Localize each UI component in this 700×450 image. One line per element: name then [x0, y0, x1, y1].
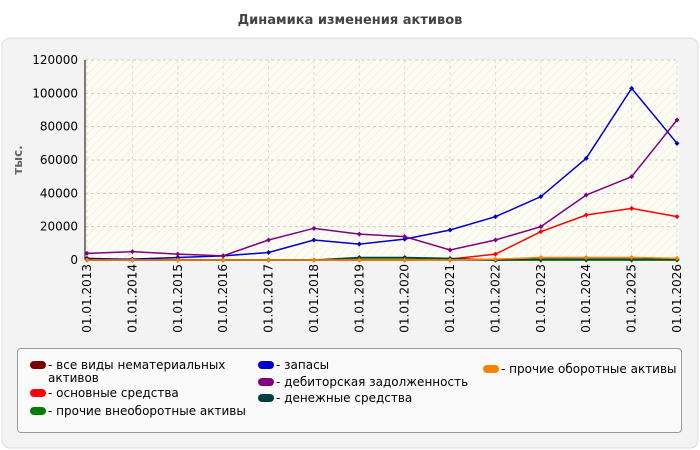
- legend-swatch: [30, 389, 46, 397]
- point-marker: [266, 250, 272, 255]
- y-tick-label: 0: [70, 253, 78, 267]
- y-tick-label: 20000: [40, 220, 78, 234]
- legend-swatch: [258, 378, 274, 386]
- legend-label: - запасы: [276, 358, 330, 372]
- point-marker: [311, 237, 317, 243]
- point-marker: [492, 237, 498, 243]
- legend: - все виды нематериальных активов - основ…: [17, 348, 682, 433]
- point-marker: [402, 234, 408, 240]
- point-marker: [266, 237, 272, 243]
- point-marker: [538, 194, 544, 200]
- series-line: [86, 119, 678, 257]
- legend-item: - запасы: [258, 359, 329, 372]
- point-marker: [356, 241, 362, 247]
- series-line: [87, 256, 678, 261]
- x-tick-label: 01.01.2017: [262, 264, 276, 333]
- x-tick-label: 01.01.2024: [579, 264, 593, 333]
- point-marker: [311, 257, 317, 263]
- point-marker: [629, 174, 635, 180]
- x-tick-label: 01.01.2018: [307, 264, 321, 333]
- point-marker: [538, 229, 544, 235]
- point-marker: [266, 257, 272, 263]
- x-tick-label: 01.01.2014: [125, 264, 139, 333]
- series-line: [87, 87, 678, 260]
- point-marker: [447, 227, 453, 233]
- legend-label: - прочие внеоборотные активы: [48, 404, 246, 418]
- point-marker: [356, 231, 362, 237]
- y-tick-label: 80000: [40, 120, 78, 134]
- legend-item: - дебиторская задолженность: [258, 376, 468, 389]
- legend-swatch: [483, 365, 499, 373]
- legend-label: - основные средства: [48, 386, 179, 400]
- y-axis-label: тыс.: [11, 145, 25, 174]
- point-marker: [492, 214, 498, 220]
- point-marker: [674, 214, 680, 220]
- legend-item: - прочие внеоборотные активы: [30, 405, 246, 418]
- x-tick-label: 01.01.2015: [171, 264, 185, 333]
- x-tick-label: 01.01.2020: [398, 264, 412, 333]
- x-tick-label: 01.01.2013: [80, 264, 94, 333]
- legend-swatch: [30, 361, 46, 369]
- point-marker: [583, 155, 589, 161]
- point-marker: [447, 247, 453, 253]
- point-marker: [583, 212, 589, 218]
- point-marker: [84, 257, 90, 263]
- point-marker: [629, 255, 635, 260]
- point-marker: [583, 255, 589, 260]
- legend-swatch: [258, 394, 274, 402]
- point-marker: [538, 224, 544, 230]
- legend-label: - дебиторская задолженность: [276, 375, 469, 389]
- point-marker: [674, 140, 680, 146]
- point-marker: [311, 225, 317, 231]
- point-marker: [175, 251, 181, 257]
- x-tick-label: 01.01.2016: [216, 264, 230, 333]
- point-marker: [447, 257, 453, 263]
- point-marker: [220, 253, 226, 259]
- legend-item: - основные средства: [30, 387, 179, 400]
- point-marker: [129, 249, 135, 255]
- y-tick-label: 120000: [32, 53, 78, 67]
- y-tick-label: 40000: [40, 186, 78, 200]
- point-marker: [583, 192, 589, 198]
- point-marker: [84, 250, 90, 256]
- y-tick-label: 60000: [40, 153, 78, 167]
- point-marker: [674, 117, 680, 123]
- legend-label: - денежные средства: [276, 391, 413, 405]
- point-marker: [629, 85, 635, 91]
- x-tick-label: 01.01.2021: [443, 264, 457, 333]
- point-marker: [674, 255, 680, 261]
- x-tick-label: 01.01.2023: [534, 264, 548, 333]
- point-marker: [538, 255, 544, 260]
- x-tick-label: 01.01.2022: [488, 264, 502, 333]
- point-marker: [175, 257, 181, 263]
- chart-title: Динамика изменения активов: [238, 13, 463, 28]
- x-tick-label: 01.01.2026: [670, 264, 684, 333]
- x-tick-label: 01.01.2025: [625, 264, 639, 333]
- legend-item: - прочие оборотные активы: [483, 363, 677, 376]
- point-marker: [402, 257, 408, 263]
- legend-item: - денежные средства: [258, 392, 412, 405]
- legend-swatch: [30, 407, 46, 415]
- point-marker: [492, 256, 498, 262]
- legend-label: - прочие оборотные активы: [501, 362, 677, 376]
- point-marker: [129, 257, 135, 263]
- legend-swatch: [258, 361, 274, 369]
- point-marker: [629, 205, 635, 211]
- x-tick-label: 01.01.2019: [352, 264, 366, 333]
- point-marker: [356, 257, 362, 263]
- legend-item: - все виды нематериальных активов: [30, 359, 240, 385]
- legend-label: - все виды нематериальных активов: [48, 358, 226, 385]
- point-marker: [492, 251, 498, 257]
- y-tick-label: 100000: [32, 86, 78, 100]
- point-marker: [220, 257, 226, 263]
